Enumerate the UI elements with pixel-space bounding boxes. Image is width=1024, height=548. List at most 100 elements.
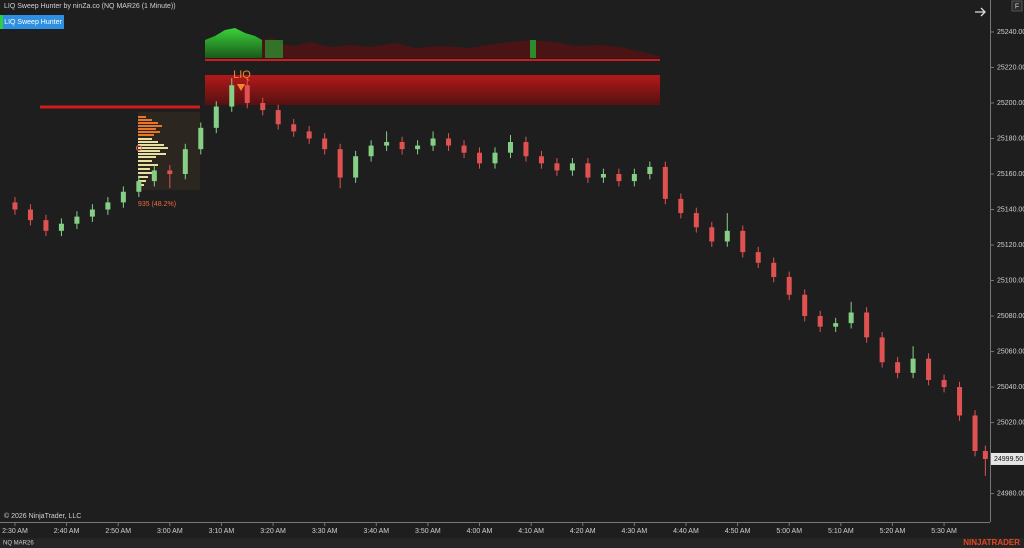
indicator-button[interactable]: LIQ Sweep Hunter xyxy=(4,19,62,26)
candle-body xyxy=(74,216,80,224)
candle-body xyxy=(554,163,560,171)
candle-body xyxy=(523,142,529,157)
x-tick-label: 3:50 AM xyxy=(415,528,441,535)
candle-body xyxy=(415,145,421,150)
y-tick-label: 25120.00 xyxy=(997,242,1024,249)
chart-title: LIQ Sweep Hunter by ninZa.co (NQ MAR26 (… xyxy=(4,3,176,10)
candle-body xyxy=(879,337,885,363)
candle-body xyxy=(957,387,963,416)
sweep-histogram-up xyxy=(205,28,262,58)
candle-body xyxy=(446,138,452,146)
toolbar-button[interactable]: F xyxy=(1015,3,1019,10)
candle-body xyxy=(724,230,730,242)
volume-profile xyxy=(138,116,162,136)
x-tick-label: 5:10 AM xyxy=(828,528,854,535)
x-tick-label: 2:50 AM xyxy=(105,528,131,535)
candle-body xyxy=(600,174,606,178)
candle-body xyxy=(895,362,901,373)
candle-body xyxy=(492,152,498,164)
candle-body xyxy=(538,156,544,164)
last-price-label: 24999.50 xyxy=(994,456,1023,463)
candle-body xyxy=(306,131,312,139)
candle-body xyxy=(771,262,777,277)
candle-body xyxy=(368,145,374,157)
candle-body xyxy=(120,191,126,203)
x-tick-label: 4:30 AM xyxy=(622,528,648,535)
brand: NINJATRADER xyxy=(963,538,1020,547)
indicator-button-bg[interactable] xyxy=(0,15,64,29)
candle-body xyxy=(802,294,808,317)
candle-body xyxy=(430,138,436,146)
status-bar xyxy=(0,538,1024,548)
candle-body xyxy=(662,166,668,199)
liq-arrow xyxy=(237,84,245,91)
candle-body xyxy=(58,223,64,231)
x-tick-label: 5:00 AM xyxy=(776,528,802,535)
x-tick-label: 3:40 AM xyxy=(363,528,389,535)
sweep-histogram-up xyxy=(530,40,536,58)
candle-body xyxy=(291,124,297,132)
candle-body xyxy=(982,450,988,459)
candle-body xyxy=(740,230,746,253)
candle-body xyxy=(198,127,204,150)
candle-body xyxy=(941,379,947,388)
candle-body xyxy=(616,174,622,182)
x-tick-label: 4:40 AM xyxy=(673,528,699,535)
candle-body xyxy=(322,138,328,150)
candle-body xyxy=(182,149,188,174)
candle-body xyxy=(260,102,266,111)
y-tick-label: 25180.00 xyxy=(997,135,1024,142)
candle-body xyxy=(136,181,142,192)
candle-body xyxy=(693,213,699,228)
y-tick-label: 25040.00 xyxy=(997,384,1024,391)
candle-body xyxy=(678,198,684,214)
y-tick-label: 25240.00 xyxy=(997,29,1024,36)
y-tick-label: 25140.00 xyxy=(997,206,1024,213)
candle-body xyxy=(337,149,343,178)
profile-label: 935 (48.2%) xyxy=(138,201,176,208)
candle-body xyxy=(275,110,281,125)
candle-body xyxy=(399,142,405,150)
candle-body xyxy=(910,358,916,373)
last-price-marker xyxy=(991,452,1024,465)
x-tick-label: 4:10 AM xyxy=(518,528,544,535)
candle-body xyxy=(647,166,653,174)
liq-label: LIQ xyxy=(233,69,251,81)
candle-body xyxy=(151,170,157,182)
x-tick-label: 2:40 AM xyxy=(54,528,80,535)
candle-body xyxy=(585,163,591,178)
candle-body xyxy=(848,312,854,324)
sweep-histogram-up xyxy=(265,40,283,58)
candle-body xyxy=(507,142,513,153)
candle-body xyxy=(972,415,978,451)
x-tick-label: 4:50 AM xyxy=(725,528,751,535)
candle-body xyxy=(213,106,219,128)
candle-body xyxy=(461,145,467,153)
expand-arrow[interactable] xyxy=(975,7,986,17)
candle-body xyxy=(477,152,483,164)
x-tick-label: 3:20 AM xyxy=(260,528,286,535)
x-tick-label: 4:20 AM xyxy=(570,528,596,535)
y-tick-label: 25160.00 xyxy=(997,171,1024,178)
candle-body xyxy=(244,85,250,103)
copyright: © 2026 NinjaTrader, LLC xyxy=(4,512,81,520)
candle-body xyxy=(353,156,359,178)
candle-body xyxy=(755,252,761,263)
volume-profile xyxy=(138,138,168,186)
candle-body xyxy=(786,276,792,295)
candle-body xyxy=(833,323,839,327)
liq-zone xyxy=(205,75,660,105)
y-tick-label: 25060.00 xyxy=(997,348,1024,355)
candle-body xyxy=(167,170,173,174)
candle-body xyxy=(864,312,870,338)
indicator-button-flag xyxy=(0,15,3,29)
candle-body xyxy=(631,174,637,182)
candle-body xyxy=(384,142,390,146)
toolbar-button-bg[interactable] xyxy=(1011,0,1023,12)
x-tick-label: 3:00 AM xyxy=(157,528,183,535)
candle-body xyxy=(817,316,823,327)
candle-body xyxy=(569,163,575,171)
x-tick-label: 5:30 AM xyxy=(931,528,957,535)
sweep-histogram-down xyxy=(262,38,660,58)
